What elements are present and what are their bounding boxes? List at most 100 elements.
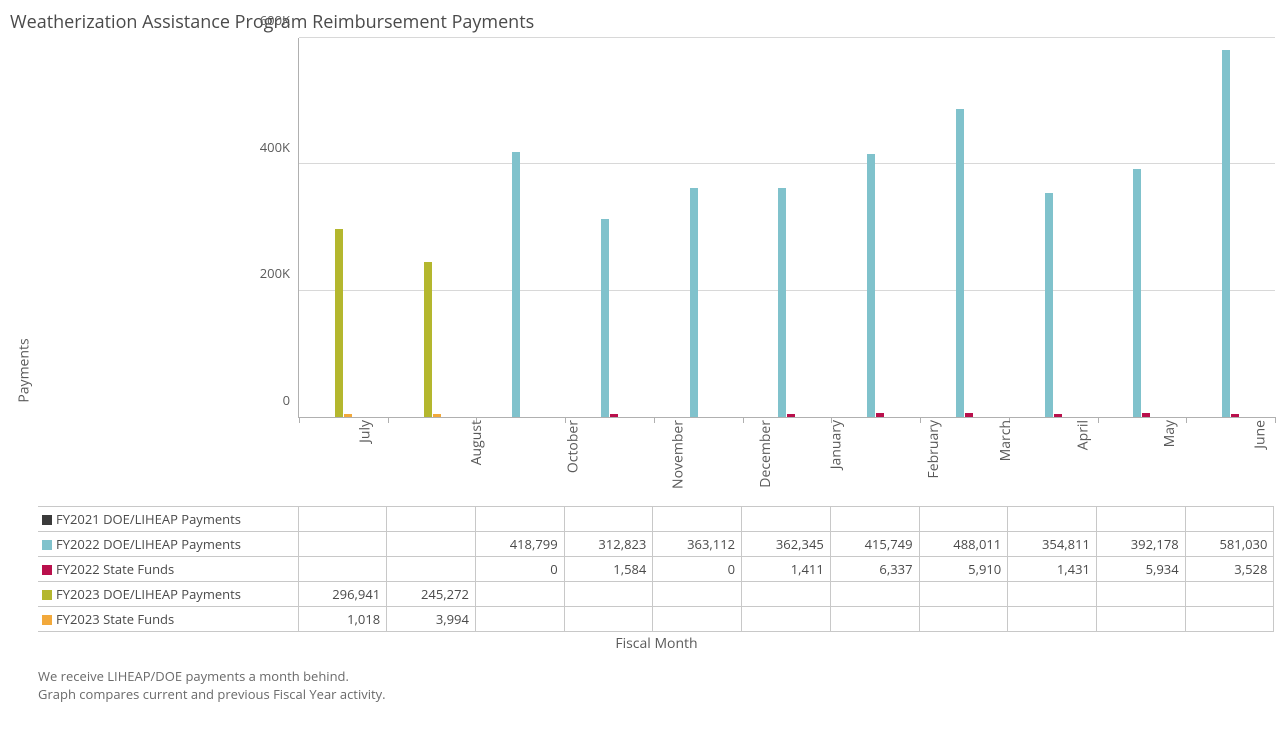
table-cell	[653, 582, 742, 607]
month-bar-group	[1098, 38, 1187, 417]
table-cell: 1,584	[564, 557, 653, 582]
yaxis-label: Payments	[15, 339, 34, 403]
table-cell	[1096, 507, 1185, 532]
series-label: FY2021 DOE/LIHEAP Payments	[56, 510, 241, 528]
table-cell	[475, 607, 564, 632]
table-row-header: FY2023 DOE/LIHEAP Payments	[38, 582, 298, 607]
xaxis-tick-label: May	[1160, 420, 1179, 447]
table-cell	[387, 532, 476, 557]
chart-plot-row: 0200K400K600K	[38, 38, 1275, 418]
table-cell	[742, 507, 831, 532]
month-bar-group	[831, 38, 920, 417]
xaxis-tick-label: March	[996, 420, 1015, 461]
table-cell: 362,345	[742, 532, 831, 557]
month-bar-group	[654, 38, 743, 417]
legend-swatch	[42, 590, 52, 600]
footnote-line: We receive LIHEAP/DOE payments a month b…	[38, 667, 1275, 685]
plot-area	[298, 38, 1275, 418]
table-cell	[298, 532, 387, 557]
table-cell: 0	[653, 557, 742, 582]
bar	[1231, 414, 1239, 417]
month-bar-group	[299, 38, 388, 417]
yaxis-tick-label: 0	[283, 391, 290, 409]
table-cell	[298, 557, 387, 582]
series-label: FY2023 DOE/LIHEAP Payments	[56, 585, 241, 603]
table-cell	[475, 507, 564, 532]
bar	[867, 154, 875, 417]
xaxis-labels-row: JulyAugustOctoberNovemberDecemberJanuary…	[38, 418, 1275, 506]
table-cell	[742, 582, 831, 607]
table-cell	[919, 507, 1008, 532]
table-cell	[564, 607, 653, 632]
bar	[344, 414, 352, 417]
table-cell: 5,910	[919, 557, 1008, 582]
xaxis-tick-label: August	[467, 420, 486, 465]
table-cell	[830, 607, 919, 632]
xaxis-tick-label: January	[826, 420, 845, 469]
bar	[876, 413, 884, 417]
xaxis-tick-label: October	[564, 420, 583, 473]
xaxis-labels: JulyAugustOctoberNovemberDecemberJanuary…	[298, 418, 1275, 506]
table-row-header: FY2022 State Funds	[38, 557, 298, 582]
bar	[787, 414, 795, 417]
table-cell	[919, 607, 1008, 632]
table-cell	[1185, 507, 1274, 532]
legend-swatch	[42, 565, 52, 575]
table-cell	[564, 507, 653, 532]
table-cell	[298, 507, 387, 532]
month-bar-group	[388, 38, 477, 417]
table-row-header: FY2021 DOE/LIHEAP Payments	[38, 507, 298, 532]
table-row: FY2023 DOE/LIHEAP Payments 296,941245,272	[38, 582, 1274, 607]
table-cell: 296,941	[298, 582, 387, 607]
bar	[335, 229, 343, 417]
table-cell: 312,823	[564, 532, 653, 557]
table-row: FY2022 State Funds01,58401,4116,3375,910…	[38, 557, 1274, 582]
month-bar-group	[1186, 38, 1275, 417]
table-cell	[387, 507, 476, 532]
bar	[1222, 50, 1230, 417]
yaxis-label-wrap: Payments	[10, 38, 38, 703]
yaxis-ticks: 0200K400K600K	[38, 38, 298, 418]
table-cell: 354,811	[1008, 532, 1097, 557]
table-cell	[742, 607, 831, 632]
legend-swatch	[42, 615, 52, 625]
table-cell: 3,994	[387, 607, 476, 632]
month-bar-group	[565, 38, 654, 417]
footnotes: We receive LIHEAP/DOE payments a month b…	[38, 667, 1275, 703]
table-cell	[830, 582, 919, 607]
xaxis-tick-label: June	[1250, 420, 1269, 449]
table-cell: 1,411	[742, 557, 831, 582]
bar	[1133, 169, 1141, 417]
bar	[601, 219, 609, 417]
bar	[778, 188, 786, 417]
table-cell	[830, 507, 919, 532]
legend-swatch	[42, 540, 52, 550]
xaxis-label: Fiscal Month	[38, 634, 1275, 653]
bar	[956, 109, 964, 417]
table-cell: 245,272	[387, 582, 476, 607]
xaxis-tick-label: April	[1074, 420, 1093, 450]
table-cell: 5,934	[1096, 557, 1185, 582]
table-cell	[1008, 607, 1097, 632]
table-row: FY2023 State Funds1,0183,994	[38, 607, 1274, 632]
table-cell: 3,528	[1185, 557, 1274, 582]
yaxis-tick-label: 600K	[260, 11, 290, 29]
table-cell	[653, 507, 742, 532]
table-cell: 0	[475, 557, 564, 582]
table-cell	[1185, 607, 1274, 632]
bar	[433, 414, 441, 417]
month-bar-group	[476, 38, 565, 417]
series-label: FY2022 State Funds	[56, 560, 174, 578]
bar	[424, 262, 432, 417]
table-cell	[564, 582, 653, 607]
yaxis-tick-label: 200K	[260, 264, 290, 282]
table-cell: 418,799	[475, 532, 564, 557]
table-cell: 363,112	[653, 532, 742, 557]
table-cell: 6,337	[830, 557, 919, 582]
table-cell	[1096, 607, 1185, 632]
table-row: FY2021 DOE/LIHEAP Payments	[38, 507, 1274, 532]
xaxis-tick-label: December	[756, 420, 775, 488]
table-cell: 488,011	[919, 532, 1008, 557]
table-row-header: FY2023 State Funds	[38, 607, 298, 632]
bar	[965, 413, 973, 417]
